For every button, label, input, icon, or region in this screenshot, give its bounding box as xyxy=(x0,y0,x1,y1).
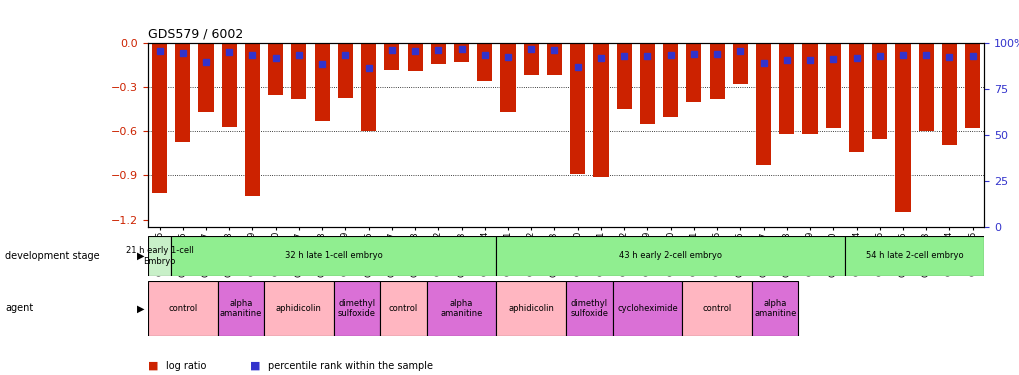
Text: 54 h late 2-cell embryo: 54 h late 2-cell embryo xyxy=(865,251,963,260)
Text: agent: agent xyxy=(5,303,34,313)
Bar xyxy=(337,43,353,98)
Bar xyxy=(751,281,798,336)
Text: percentile rank within the sample: percentile rank within the sample xyxy=(268,361,433,370)
Bar xyxy=(848,43,863,152)
Bar xyxy=(941,43,956,144)
Bar xyxy=(245,43,260,196)
Bar xyxy=(639,43,654,124)
Text: ■: ■ xyxy=(148,361,158,370)
Text: dimethyl
sulfoxide: dimethyl sulfoxide xyxy=(337,299,376,318)
Bar xyxy=(199,43,213,112)
Bar xyxy=(268,43,283,94)
Bar xyxy=(612,281,682,336)
Bar xyxy=(221,43,236,127)
Text: aphidicolin: aphidicolin xyxy=(276,304,322,313)
Bar xyxy=(566,281,612,336)
Bar xyxy=(546,43,561,75)
Bar xyxy=(430,43,445,64)
Text: alpha
amanitine: alpha amanitine xyxy=(219,299,262,318)
Text: control: control xyxy=(168,304,198,313)
Bar xyxy=(802,43,817,134)
Bar xyxy=(496,236,844,276)
Text: control: control xyxy=(702,304,731,313)
Bar xyxy=(755,43,770,165)
Bar xyxy=(152,43,167,193)
Bar xyxy=(844,236,983,276)
Bar xyxy=(380,281,426,336)
Bar xyxy=(148,281,217,336)
Bar xyxy=(175,43,191,142)
Bar xyxy=(779,43,794,134)
Text: log ratio: log ratio xyxy=(166,361,207,370)
Bar xyxy=(616,43,631,109)
Text: ■: ■ xyxy=(250,361,260,370)
Text: control: control xyxy=(388,304,418,313)
Bar xyxy=(361,43,376,131)
Bar xyxy=(171,236,496,276)
Text: alpha
amanitine: alpha amanitine xyxy=(753,299,796,318)
Bar xyxy=(148,236,171,276)
Bar xyxy=(523,43,538,75)
Text: development stage: development stage xyxy=(5,251,100,261)
Text: 43 h early 2-cell embryo: 43 h early 2-cell embryo xyxy=(619,251,721,260)
Bar xyxy=(496,281,566,336)
Bar xyxy=(732,43,747,84)
Text: cycloheximide: cycloheximide xyxy=(616,304,678,313)
Bar xyxy=(918,43,932,131)
Bar xyxy=(453,43,469,62)
Text: 32 h late 1-cell embryo: 32 h late 1-cell embryo xyxy=(284,251,382,260)
Bar xyxy=(314,43,329,121)
Text: GDS579 / 6002: GDS579 / 6002 xyxy=(148,28,243,40)
Text: 21 h early 1-cell
Embryo: 21 h early 1-cell Embryo xyxy=(125,246,194,266)
Bar xyxy=(384,43,399,70)
Text: ▶: ▶ xyxy=(137,303,145,313)
Text: ▶: ▶ xyxy=(137,251,145,261)
Bar xyxy=(593,43,608,177)
Bar xyxy=(964,43,979,128)
Bar xyxy=(709,43,723,99)
Text: dimethyl
sulfoxide: dimethyl sulfoxide xyxy=(570,299,607,318)
Text: alpha
amanitine: alpha amanitine xyxy=(440,299,482,318)
Text: aphidicolin: aphidicolin xyxy=(507,304,553,313)
Bar xyxy=(477,43,492,81)
Bar xyxy=(408,43,422,71)
Bar xyxy=(682,281,751,336)
Bar xyxy=(662,43,678,117)
Bar xyxy=(686,43,701,102)
Bar xyxy=(871,43,887,139)
Bar xyxy=(333,281,380,336)
Bar xyxy=(291,43,306,99)
Bar xyxy=(895,43,910,212)
Bar xyxy=(217,281,264,336)
Bar xyxy=(264,281,333,336)
Bar xyxy=(825,43,840,128)
Bar xyxy=(426,281,496,336)
Bar xyxy=(500,43,515,112)
Bar xyxy=(570,43,585,174)
